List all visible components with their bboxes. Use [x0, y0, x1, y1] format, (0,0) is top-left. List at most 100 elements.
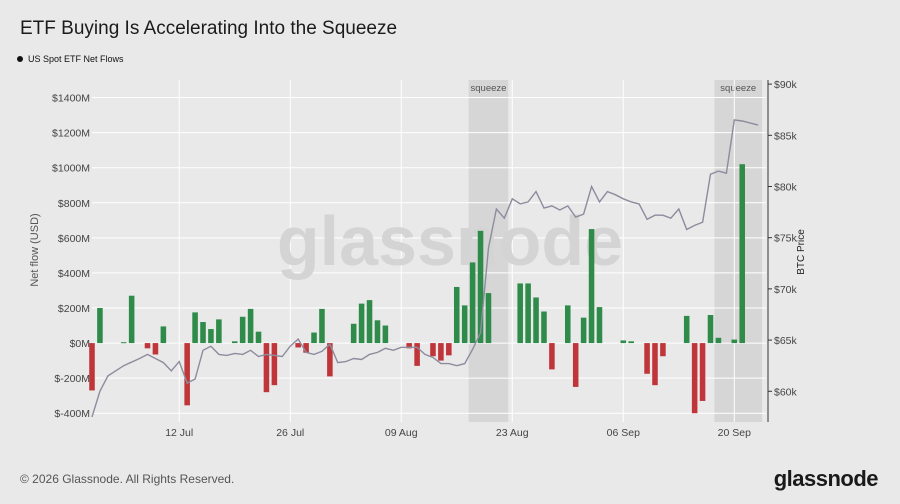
btc-price-line	[91, 119, 759, 418]
y2-tick-label: $80k	[774, 181, 798, 193]
flow-bar	[652, 343, 658, 386]
flow-bar	[533, 297, 539, 344]
x-tick-label: 09 Aug	[385, 427, 418, 439]
x-axis: 12 Jul 26 Jul 09 Aug 23 Aug 06 Sep 20 Sep	[165, 427, 751, 439]
y-axis-right: $60k $65k $70k $75k $80k $85k $90k	[767, 79, 798, 422]
flow-bar	[620, 340, 627, 344]
squeeze-label: squeeze	[720, 83, 756, 94]
flow-bar	[715, 337, 722, 344]
flow-bar	[89, 343, 95, 391]
flow-bar	[660, 343, 666, 357]
flow-bar	[564, 305, 571, 344]
flow-bar	[152, 343, 159, 355]
y-tick-label: $1000M	[52, 163, 90, 175]
flow-bar	[192, 312, 198, 344]
flow-bar	[446, 343, 452, 356]
y2-tick-label: $65k	[774, 335, 798, 347]
flow-bar	[358, 303, 365, 344]
flow-bar	[184, 343, 190, 406]
flow-bar	[572, 343, 579, 387]
y-tick-label: $200M	[58, 303, 90, 315]
legend-marker	[17, 56, 23, 62]
y2-tick-label: $85k	[774, 130, 798, 142]
y-axis-left: $-400M $-200M $0M $200M $400M $600M $800M $1000…	[52, 93, 90, 421]
y-tick-label: $0M	[70, 338, 90, 350]
flow-bar	[485, 293, 492, 344]
y-tick-label: $400M	[58, 268, 90, 280]
flow-bar	[644, 343, 650, 374]
flow-bar	[120, 342, 127, 344]
flow-bar	[477, 230, 484, 344]
y-tick-label: $-400M	[54, 408, 90, 420]
flow-bar	[350, 323, 357, 344]
x-tick-label: 12 Jul	[165, 427, 193, 439]
flow-bar	[144, 343, 151, 349]
flow-bar	[517, 283, 523, 344]
flow-bar	[97, 308, 103, 344]
flow-bar	[739, 164, 745, 344]
flow-bar	[247, 308, 254, 344]
flow-bar	[438, 343, 444, 361]
legend-label: US Spot ETF Net Flows	[28, 54, 124, 64]
flow-bar	[588, 229, 595, 344]
x-tick-label: 23 Aug	[496, 427, 529, 439]
flow-bar	[216, 319, 222, 344]
watermark: glassnode	[277, 202, 623, 280]
flow-bar	[239, 316, 246, 344]
flow-bar	[327, 343, 333, 377]
flow-bar	[580, 317, 587, 344]
price-line-group	[91, 119, 759, 418]
flow-bar	[231, 341, 238, 344]
flow-bar	[263, 343, 270, 393]
flow-bar	[311, 332, 317, 344]
flow-bar	[208, 329, 214, 344]
flow-bar	[596, 307, 603, 344]
flow-bar	[406, 343, 412, 349]
y-axis-title: Net flow (USD)	[29, 213, 41, 286]
y2-axis-title: BTC Price	[796, 229, 807, 275]
flow-bar	[469, 262, 476, 344]
flow-bar	[430, 343, 436, 357]
flow-bar	[453, 286, 460, 344]
y-tick-label: $800M	[58, 198, 90, 210]
flow-bars	[89, 164, 745, 414]
flow-bar	[319, 308, 325, 344]
glassnode-logo: glassnode	[773, 466, 879, 491]
x-tick-label: 20 Sep	[718, 427, 751, 439]
y-tick-label: $1200M	[52, 128, 90, 140]
flow-bar	[414, 343, 420, 366]
flow-bar	[128, 295, 135, 344]
y2-tick-label: $90k	[774, 79, 798, 91]
y2-tick-label: $75k	[774, 233, 798, 245]
squeeze-label: squeeze	[471, 83, 507, 94]
y-tick-label: $1400M	[52, 93, 90, 105]
flow-bar	[628, 341, 634, 344]
flow-bar	[699, 343, 706, 401]
y-tick-label: $600M	[58, 233, 90, 245]
x-tick-label: 06 Sep	[607, 427, 640, 439]
flow-bar	[541, 311, 547, 344]
flow-bar	[731, 339, 738, 344]
flow-bar	[366, 300, 373, 344]
flow-bar	[374, 320, 381, 344]
flow-bar	[160, 326, 167, 344]
flow-bar	[255, 331, 262, 344]
flow-bar	[683, 315, 690, 344]
flow-bar	[461, 305, 468, 344]
flow-bar	[707, 315, 714, 344]
flow-bar	[295, 343, 301, 348]
flow-bar	[271, 343, 278, 386]
chart: squeeze squeeze glassnode $-400M $-200M $0M…	[29, 79, 807, 439]
flow-bar	[382, 325, 389, 344]
y2-tick-label: $70k	[774, 284, 798, 296]
chart-title: ETF Buying Is Accelerating Into the Sque…	[20, 18, 398, 39]
flow-bar	[549, 343, 555, 370]
squeeze-band	[714, 80, 763, 422]
y2-tick-label: $60k	[774, 386, 798, 398]
copyright-footer: © 2026 Glassnode. All Rights Reserved.	[20, 472, 235, 486]
grid-lines	[92, 80, 766, 422]
squeeze-bands: squeeze squeeze	[468, 80, 763, 422]
x-tick-label: 26 Jul	[276, 427, 304, 439]
flow-bar	[525, 283, 531, 344]
flow-bar	[691, 343, 698, 414]
